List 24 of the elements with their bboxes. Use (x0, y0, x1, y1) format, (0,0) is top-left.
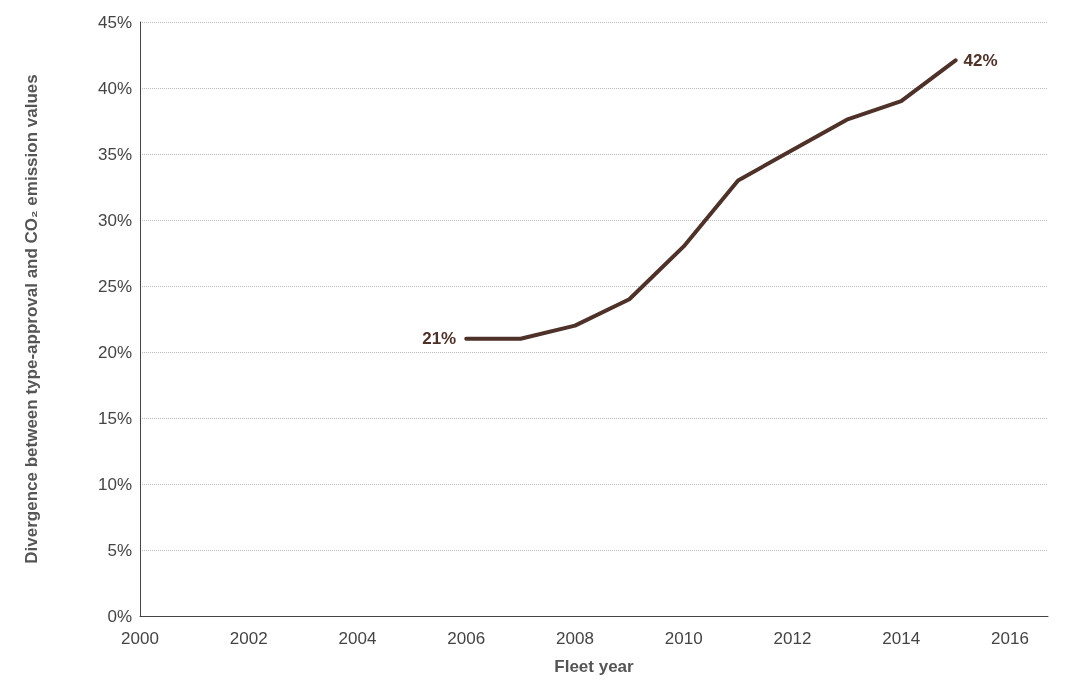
y-tick-label: 35% (97, 144, 132, 164)
x-tick-label: 2012 (773, 629, 812, 648)
y-tick-label: 25% (97, 276, 132, 296)
data-label: 21% (422, 329, 457, 349)
x-tick-label: 2002 (229, 629, 268, 648)
x-tick-label: 2016 (991, 629, 1029, 648)
y-tick-label: 40% (97, 78, 132, 98)
y-tick-label: 10% (97, 474, 132, 494)
y-tick-label: 20% (97, 342, 132, 362)
y-tick-label: 45% (97, 12, 132, 32)
y-tick-label: 0% (107, 606, 132, 626)
y-axis-title: Divergence between type-approval and CO₂ emission values (22, 74, 41, 564)
x-tick-label: 2010 (664, 629, 703, 648)
line-series (464, 58, 958, 341)
data-label: 42% (963, 50, 998, 70)
y-tick-label: 5% (107, 540, 132, 560)
x-tick-label: 2008 (556, 629, 594, 648)
y-tick-label: 15% (97, 408, 132, 428)
y-tick-label: 30% (97, 210, 132, 230)
x-tick-label: 2004 (338, 629, 377, 648)
x-tick-label: 2006 (447, 629, 486, 648)
x-tick-label: 2000 (121, 629, 159, 648)
x-axis-title: Fleet year (554, 657, 635, 676)
x-tick-label: 2014 (882, 629, 921, 648)
